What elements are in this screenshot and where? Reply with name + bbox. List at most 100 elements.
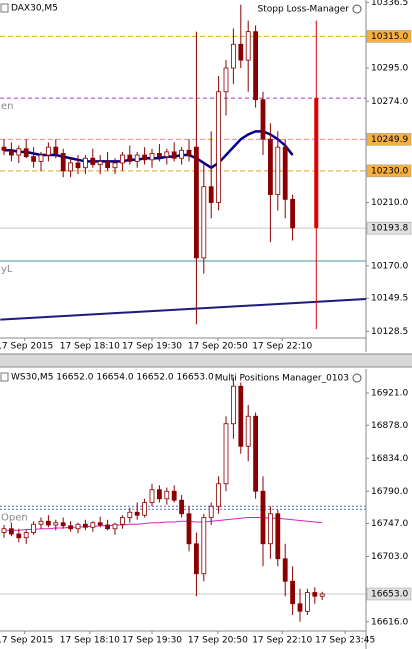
y-tick-label: 10274.0: [371, 97, 408, 107]
candle-body: [260, 99, 266, 140]
candle-body: [164, 151, 170, 158]
candle-body: [245, 415, 251, 447]
candle-body: [253, 31, 259, 101]
candle-body: [1, 146, 7, 151]
candle-body: [112, 162, 118, 169]
candle-body: [164, 490, 170, 500]
y-tick-label: 10295.0: [371, 64, 408, 74]
y-tick-label: 10336.5: [371, 0, 408, 8]
candle-body: [260, 490, 266, 545]
x-tick-label: 17 Sep 2015: [0, 636, 53, 646]
stop-bar: [314, 98, 319, 229]
candle-body: [275, 513, 281, 560]
candle-body: [46, 146, 51, 156]
x-tick-label: 17 Sep 20:50: [188, 342, 248, 352]
level-label: en: [1, 101, 14, 112]
x-tick-label: 17 Sep 22:10: [252, 342, 312, 352]
y-tick-label: 16653.0: [371, 590, 408, 600]
candle-body: [149, 489, 155, 503]
candle-body: [186, 513, 192, 545]
candle-body: [38, 154, 44, 162]
candle-body: [149, 153, 155, 161]
candle-body: [142, 154, 148, 161]
price-box: [366, 164, 412, 178]
level-label: Open: [1, 512, 28, 523]
candle-body: [90, 157, 96, 165]
candle-body: [97, 160, 103, 165]
candle-body: [193, 146, 199, 259]
x-tick-label: 17 Sep 2015: [0, 342, 53, 352]
candle-body: [134, 154, 140, 162]
y-tick-label: 10193.8: [371, 224, 408, 234]
separator: [0, 354, 412, 367]
panel-icon: [352, 4, 362, 14]
y-tick-label: 10230.0: [371, 166, 408, 176]
candle-body: [223, 67, 229, 93]
x-tick-label: 17 Sep 19:30: [122, 636, 182, 646]
y-tick-label: 10128.5: [371, 327, 408, 337]
y-tick-label: 16747.0: [371, 519, 408, 529]
candle-body: [105, 524, 110, 530]
candle-body: [179, 499, 185, 515]
candle-body: [105, 160, 110, 169]
candle-body: [156, 153, 162, 158]
candle-body: [245, 31, 251, 61]
chart-title: DAX30,M5: [11, 4, 58, 14]
title-icon: [0, 372, 9, 382]
candle-body: [290, 198, 296, 229]
panel-title: Stopp Loss-Manager: [258, 5, 350, 15]
candle-body: [127, 154, 133, 162]
candle-body: [282, 146, 288, 200]
panel-title: Multi Positions Manager_0103: [215, 374, 349, 384]
candle-body: [68, 525, 73, 530]
price-box: [366, 30, 412, 43]
candle-body: [297, 603, 303, 612]
candle-body: [134, 511, 140, 516]
candle-body: [319, 593, 325, 597]
y-tick-label: 10149.5: [371, 294, 408, 304]
x-tick-label: 17 Sep 23:45: [315, 636, 375, 646]
candle-body: [230, 43, 236, 69]
candle-body: [238, 385, 244, 447]
candle-body: [90, 522, 96, 528]
moving-average: [4, 130, 294, 170]
candle-body: [23, 532, 29, 539]
y-tick-label: 16878.0: [371, 421, 408, 431]
candle-body: [201, 517, 207, 575]
candle-body: [120, 154, 125, 164]
candle-body: [1, 528, 7, 533]
candle-body: [8, 149, 14, 156]
candle-body: [216, 91, 222, 203]
candle-body: [38, 520, 44, 525]
price-box: [366, 587, 412, 601]
panel-icon: [352, 373, 362, 383]
price-box: [366, 133, 412, 146]
candle-body: [23, 148, 29, 158]
candle-body: [97, 522, 103, 526]
candle-body: [83, 523, 88, 528]
candle-body: [171, 151, 177, 159]
candle-body: [201, 186, 207, 259]
candle-body: [53, 522, 59, 526]
y-tick-label: 10249.9: [371, 135, 408, 145]
candle-body: [290, 580, 296, 605]
candle-body: [8, 528, 14, 535]
candle-body: [238, 43, 244, 61]
x-tick-label: 17 Sep 18:10: [60, 636, 120, 646]
x-tick-label: 17 Sep 22:10: [252, 636, 312, 646]
candle-body: [267, 138, 273, 196]
candle-body: [253, 415, 259, 492]
candle-body: [216, 483, 222, 507]
candle-body: [171, 490, 177, 501]
candle-body: [282, 558, 288, 582]
y-tick-label: 16616.0: [371, 617, 408, 627]
y-tick-label: 16921.0: [371, 389, 408, 399]
candle-body: [223, 423, 229, 485]
candle-body: [112, 523, 118, 530]
x-tick-label: 17 Sep 18:10: [60, 342, 120, 352]
candle-body: [179, 149, 185, 159]
candle-body: [16, 148, 22, 156]
y-tick-label: 10315.0: [371, 32, 408, 42]
candle-body: [142, 502, 148, 516]
x-tick-label: 17 Sep 19:30: [122, 342, 182, 352]
